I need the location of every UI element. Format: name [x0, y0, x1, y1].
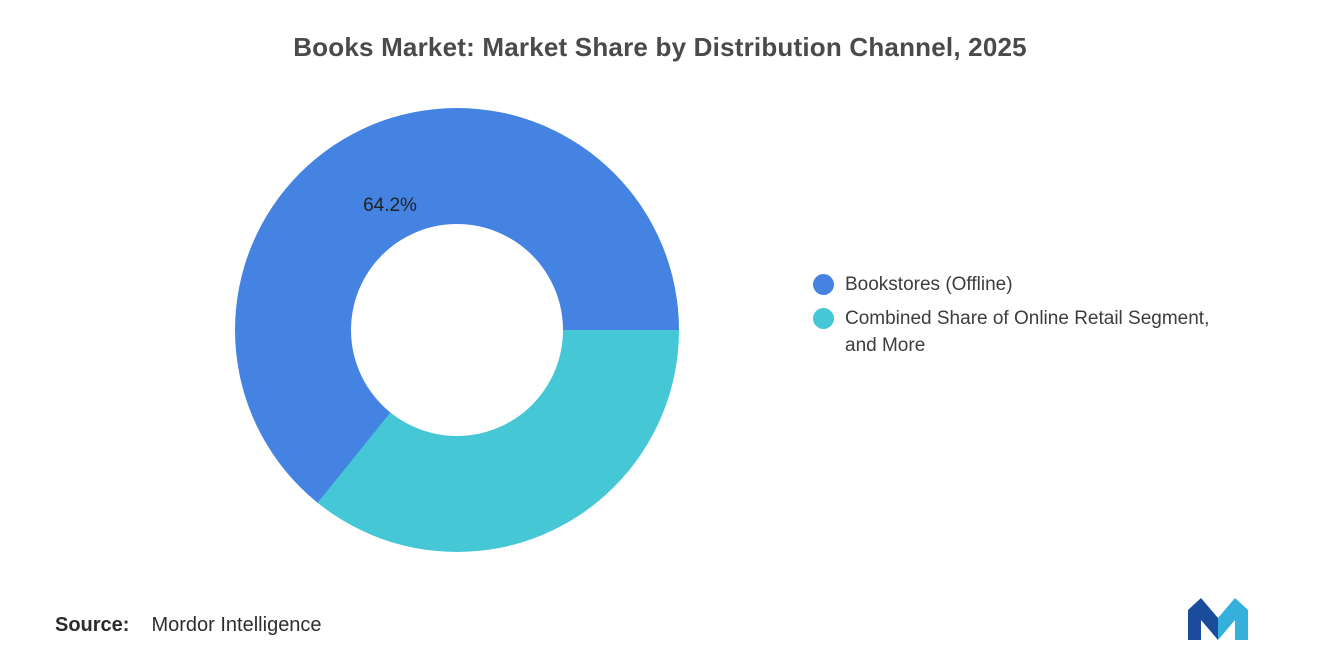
source-line: Source: Mordor Intelligence [55, 614, 322, 637]
donut-chart: 64.2% [235, 108, 679, 552]
legend: Bookstores (Offline) Combined Share of O… [813, 271, 1209, 359]
source-value: Mordor Intelligence [151, 614, 322, 636]
chart-title: Books Market: Market Share by Distributi… [293, 32, 1027, 62]
legend-item-online-retail: Combined Share of Online Retail Segment,… [813, 305, 1209, 359]
legend-marker [813, 274, 834, 295]
legend-label: Combined Share of Online Retail Segment,… [845, 308, 1210, 356]
slice-data-label: 64.2% [363, 195, 417, 216]
legend-marker [813, 308, 834, 329]
legend-item-bookstores-offline: Bookstores (Offline) [813, 271, 1209, 298]
mordor-intelligence-logo [1188, 598, 1248, 640]
source-label: Source: [55, 614, 130, 636]
legend-label: Bookstores (Offline) [845, 274, 1013, 295]
donut-hole [351, 224, 563, 436]
